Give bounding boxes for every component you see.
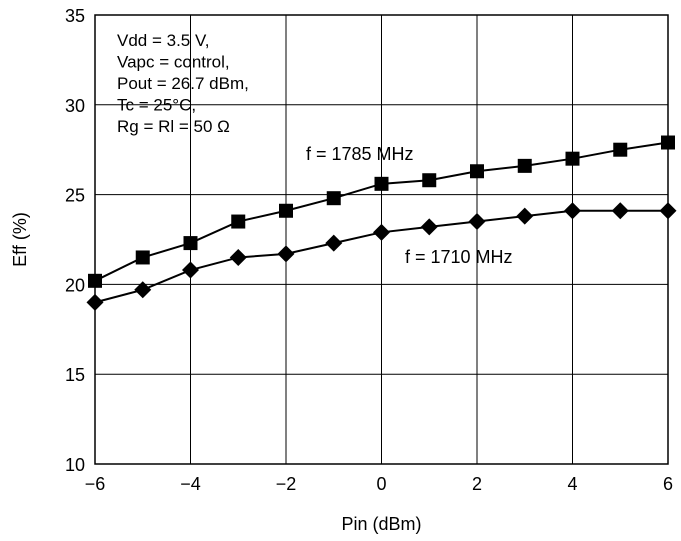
x-tick-label: 0 (376, 474, 386, 494)
diamond-marker (468, 213, 486, 231)
square-marker (422, 173, 437, 188)
y-tick-label: 25 (65, 186, 85, 206)
y-tick-label: 30 (65, 96, 85, 116)
diamond-marker (564, 202, 581, 220)
diamond-marker (325, 234, 343, 252)
x-tick-label: 6 (663, 474, 673, 494)
x-tick-label: −2 (276, 474, 297, 494)
square-marker (279, 203, 293, 218)
diamond-marker (659, 202, 677, 220)
conditions-annotation: Vdd = 3.5 V, Vapc = control, Pout = 26.7 d… (117, 31, 249, 136)
annotation-line: Rg = Rl = 50 Ω (117, 117, 230, 136)
plot-frame (94, 14, 669, 465)
diamond-marker (611, 202, 629, 220)
y-tick-label: 10 (65, 455, 85, 475)
diamond-marker (420, 218, 438, 236)
y-tick-labels: 10 15 20 25 30 35 (65, 6, 85, 475)
square-marker (470, 164, 484, 179)
square-marker (613, 142, 628, 157)
square-marker (183, 236, 198, 251)
series-label: f = 1785 MHz (306, 144, 414, 164)
x-axis-label: Pin (dBm) (341, 514, 421, 534)
square-marker (135, 250, 150, 265)
diamond-marker (516, 207, 534, 225)
x-tick-label: −6 (85, 474, 106, 494)
square-marker (326, 191, 341, 206)
square-marker (517, 158, 532, 173)
x-tick-labels: −6 −4 −2 0 2 4 6 (85, 474, 673, 494)
annotation-line: Pout = 26.7 dBm, (117, 74, 249, 93)
y-tick-label: 15 (65, 365, 85, 385)
diamond-marker (373, 223, 390, 241)
square-marker (661, 135, 675, 150)
x-tick-label: 2 (472, 474, 482, 494)
series-label: f = 1710 MHz (405, 247, 513, 267)
annotation-line: Vdd = 3.5 V, (117, 31, 209, 50)
x-tick-label: −4 (180, 474, 201, 494)
diamond-marker (229, 248, 247, 266)
diamond-marker (182, 261, 199, 279)
annotation-line: Tc = 25°C, (117, 96, 196, 115)
y-tick-label: 20 (65, 275, 85, 295)
series-markers (86, 135, 677, 311)
diamond-marker (86, 293, 104, 311)
square-marker (88, 273, 102, 288)
x-tick-label: 4 (567, 474, 577, 494)
annotation-line: Vapc = control, (117, 53, 230, 72)
y-tick-label: 35 (65, 6, 85, 26)
series-labels: f = 1785 MHz f = 1710 MHz (306, 144, 513, 267)
square-marker (374, 176, 389, 191)
square-marker (231, 214, 246, 229)
diamond-marker (277, 245, 295, 263)
square-marker (565, 151, 580, 166)
diamond-marker (134, 281, 152, 299)
y-axis-label: Eff (%) (10, 212, 30, 267)
